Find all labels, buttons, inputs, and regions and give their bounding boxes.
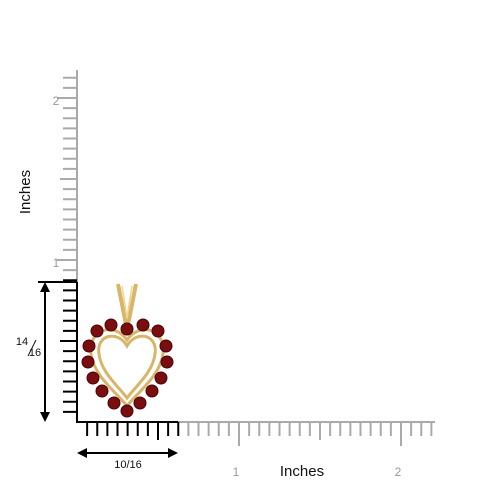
h-axis-label: Inches [280,463,324,480]
fraction-slash [27,339,37,357]
v-tick-label: 1 [53,256,60,270]
v-tick-label: 2 [53,94,60,108]
height-numerator: 14 [16,336,28,348]
pendant [81,283,174,418]
height-denominator: 16 [29,347,41,359]
width-label: 10/16 [114,459,142,471]
v-axis-label: Inches [17,170,34,214]
height-dimension-arrow [38,281,77,422]
h-tick-label: 1 [233,465,240,479]
h-tick-label: 2 [395,465,402,479]
rulers [57,70,435,446]
width-dimension-arrow [77,448,178,458]
